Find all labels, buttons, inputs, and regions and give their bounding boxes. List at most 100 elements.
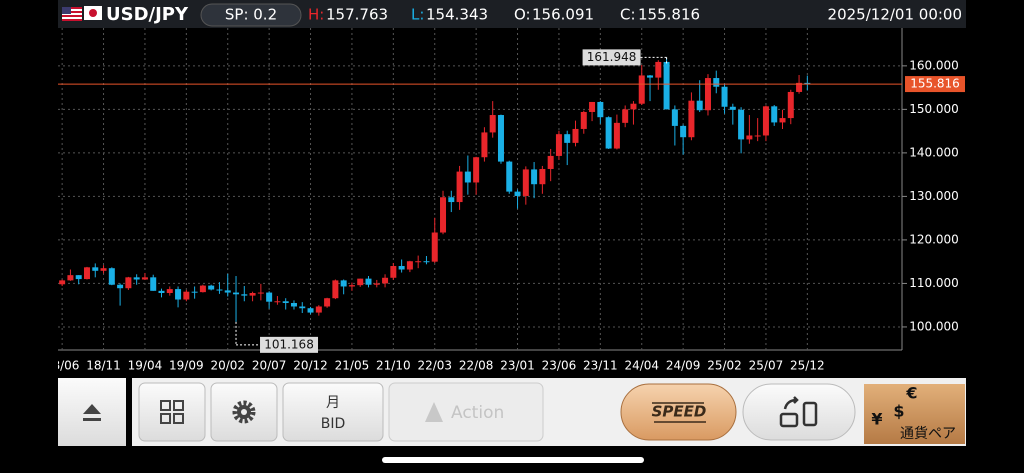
candle-body: [183, 291, 190, 300]
candle-body: [431, 232, 438, 262]
candle-body: [365, 278, 372, 285]
grid-icon: [160, 400, 184, 424]
current-price-box: [905, 76, 965, 93]
candle-body: [266, 292, 273, 302]
x-tick-label: 23/06: [542, 359, 577, 373]
candle-body: [373, 283, 380, 285]
candle-body: [67, 275, 74, 281]
candle-body: [125, 277, 132, 289]
x-tick-label: 19/04: [128, 359, 163, 373]
candle-body: [324, 298, 331, 307]
x-tick-label: 24/09: [666, 359, 701, 373]
candle-body: [671, 109, 678, 126]
x-tick-label: 21/10: [376, 359, 411, 373]
datetime: 2025/12/01 00:00: [828, 6, 962, 24]
candle-body: [647, 75, 654, 78]
currency-pair-button[interactable]: [864, 384, 965, 444]
x-tick-label: 25/02: [707, 359, 742, 373]
candle-body: [804, 82, 811, 85]
candle-body: [572, 128, 579, 143]
candle-body: [141, 277, 148, 280]
candle-body: [75, 275, 82, 280]
candle-body: [290, 303, 297, 307]
y-tick-label: 100.000: [909, 319, 959, 333]
candle-body: [83, 267, 90, 280]
candle-body: [522, 169, 529, 196]
rotate-icon: [779, 396, 818, 428]
rotate-button[interactable]: [742, 383, 856, 441]
candle-body: [191, 291, 198, 293]
x-tick-label: 23/01: [500, 359, 535, 373]
candle-body: [779, 118, 786, 123]
candle-body: [473, 157, 480, 183]
candle-body: [59, 280, 66, 285]
x-labels: 18/06 18/11 19/04 19/09 20/02 20/07 20/12 21/05…: [58, 359, 825, 373]
x-tick-label: 20/02: [210, 359, 245, 373]
open-value: 156.091: [532, 6, 594, 24]
y-tick-label: 160.000: [909, 58, 959, 72]
action-icon: [425, 402, 443, 422]
candle-body: [663, 61, 670, 110]
period: 月: [326, 395, 340, 411]
candle-body: [746, 135, 753, 140]
eject-icon: [83, 404, 101, 421]
candle-body: [497, 115, 504, 162]
candle-body: [274, 301, 281, 303]
candle-body: [440, 197, 447, 233]
candle-body: [506, 161, 513, 192]
candle-body: [166, 289, 173, 293]
low-label: L:: [411, 6, 424, 24]
candle-body: [787, 91, 794, 119]
max-box: [582, 49, 641, 66]
candle-body: [688, 100, 695, 138]
candle-body: [456, 171, 463, 203]
candle-body: [307, 308, 314, 313]
min-label: 101.168: [264, 337, 314, 351]
candle-body: [655, 61, 662, 78]
euro-symbol: €: [905, 384, 917, 403]
low-value: 154.343: [426, 6, 488, 24]
candle-body: [249, 292, 256, 296]
yen-symbol: ¥: [871, 410, 882, 429]
candle-body: [704, 78, 711, 111]
annotations: 155.816 161.948 101.168: [58, 49, 965, 353]
open-label: O:: [514, 6, 531, 24]
action-button[interactable]: [388, 382, 544, 442]
candle-body: [564, 134, 571, 143]
candle-body: [539, 168, 546, 185]
candles: [59, 57, 811, 322]
symbol: USD/JPY: [106, 4, 189, 25]
x-tick-label: 19/09: [169, 359, 204, 373]
candle-body: [464, 171, 471, 183]
x-tick-label: 20/07: [252, 359, 287, 373]
layout-button[interactable]: [138, 382, 206, 442]
candle-body: [796, 82, 803, 92]
min-box: [260, 336, 319, 353]
candle-body: [448, 197, 455, 203]
candle-body: [257, 292, 264, 294]
candle-body: [282, 301, 289, 304]
candle-body: [754, 135, 761, 137]
home-indicator: [382, 457, 644, 463]
flag: [62, 6, 102, 21]
candle-body: [348, 285, 355, 287]
candle-body: [233, 292, 240, 295]
candle-body: [332, 280, 339, 299]
speed-button[interactable]: [620, 383, 737, 441]
candle-body: [547, 155, 554, 169]
speed-lines: [652, 402, 706, 423]
y-tick-label: 110.000: [909, 276, 959, 290]
candle-body: [390, 266, 397, 278]
dollar-symbol: $: [893, 402, 904, 421]
candle-body: [638, 75, 645, 104]
spread: SP: 0.2: [225, 6, 277, 24]
y-tick-label: 140.000: [909, 145, 959, 159]
x-tick-label: 25/12: [790, 359, 825, 373]
gear-icon: [232, 400, 256, 424]
candle-body: [175, 289, 182, 300]
candle-body: [597, 101, 604, 118]
candle-body: [199, 285, 206, 293]
candle-body: [100, 268, 107, 271]
period-button[interactable]: [282, 382, 384, 442]
